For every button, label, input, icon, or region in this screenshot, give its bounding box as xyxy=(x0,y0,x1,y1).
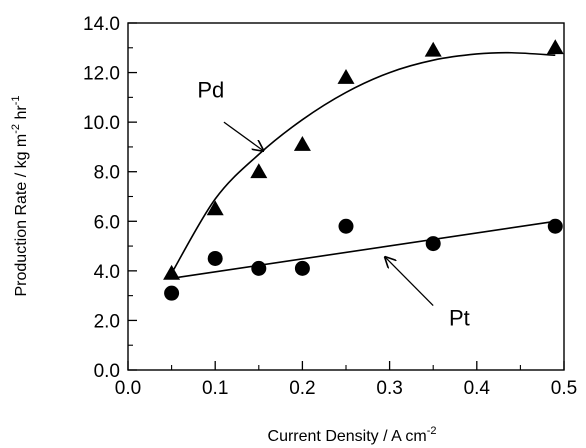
marker-pd xyxy=(424,41,442,57)
x-axis-title: Current Density / A cm-2 xyxy=(268,425,437,445)
fit-lines xyxy=(170,51,556,280)
y-axis-ticks: 0.0 2.0 4.0 6.0 8.0 10.0 12.0 14.0 xyxy=(83,14,137,382)
marker-pd xyxy=(293,135,311,151)
marker-pd xyxy=(250,163,268,179)
y-tick-label: 12.0 xyxy=(83,64,120,85)
marker-pt xyxy=(425,236,441,252)
x-tick-label: 0.5 xyxy=(551,378,577,399)
fit-line-pd xyxy=(170,51,556,274)
y-tick-label: 14.0 xyxy=(83,14,120,35)
marker-pt xyxy=(547,218,563,234)
y-tick-label: 2.0 xyxy=(94,311,120,332)
marker-pd xyxy=(337,69,355,84)
annotation-arrow-pd xyxy=(223,121,263,151)
annotation-label-pd: Pd xyxy=(197,77,224,102)
x-tick-label: 0.2 xyxy=(289,378,315,399)
y-tick-label: 0.0 xyxy=(94,361,120,382)
marker-pt xyxy=(207,250,223,266)
fit-line-pt xyxy=(171,220,556,280)
y-axis-title: Production Rate / kg m-2 hr-1 xyxy=(10,96,30,297)
marker-pd xyxy=(546,39,564,55)
marker-pt xyxy=(294,260,310,276)
marker-pt xyxy=(338,218,354,234)
marker-pd xyxy=(163,264,181,280)
annotation-arrow-pt xyxy=(385,257,434,307)
x-axis-ticks: 0.0 0.1 0.2 0.3 0.4 0.5 xyxy=(115,361,577,399)
y-tick-label: 4.0 xyxy=(94,262,120,283)
data-markers xyxy=(163,39,564,301)
annotations: Pd Pt xyxy=(197,77,469,330)
x-tick-label: 0.4 xyxy=(464,378,491,399)
y-tick-label: 6.0 xyxy=(94,212,120,233)
y-tick-label: 10.0 xyxy=(83,113,120,134)
annotation-label-pt: Pt xyxy=(449,305,470,330)
y-tick-label: 8.0 xyxy=(94,163,120,184)
marker-pd xyxy=(206,200,224,216)
x-tick-label: 0.0 xyxy=(115,378,141,399)
marker-pt xyxy=(251,260,267,276)
x-tick-label: 0.3 xyxy=(376,378,402,399)
marker-pt xyxy=(164,285,180,301)
x-tick-label: 0.1 xyxy=(202,378,228,399)
